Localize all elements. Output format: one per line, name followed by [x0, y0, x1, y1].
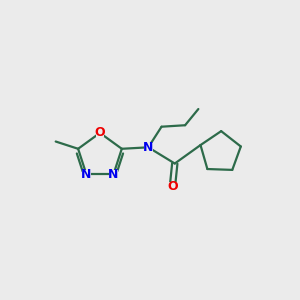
Text: O: O — [167, 180, 178, 193]
Text: N: N — [81, 168, 92, 181]
Text: N: N — [108, 168, 118, 181]
Bar — [95, 128, 104, 137]
Bar — [109, 170, 118, 178]
Text: N: N — [143, 141, 154, 154]
Text: O: O — [94, 126, 105, 140]
Bar — [144, 142, 153, 152]
Bar — [168, 182, 177, 191]
Bar — [82, 170, 91, 178]
